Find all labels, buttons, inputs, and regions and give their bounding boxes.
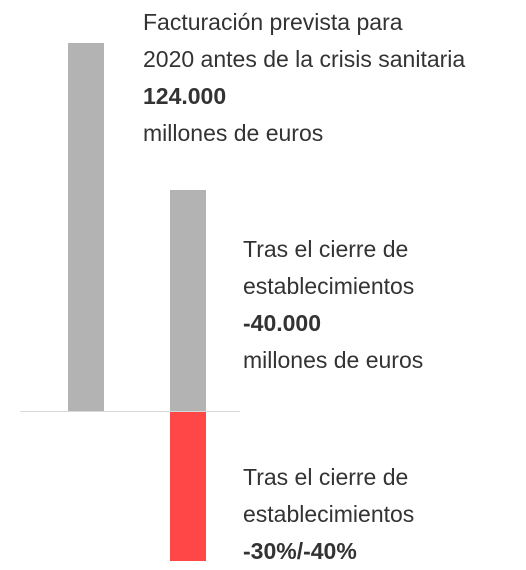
baseline [20, 411, 240, 412]
annotation-line: Tras el cierre de [243, 464, 409, 490]
annotation: Tras el cierre de establecimientos -40.0… [243, 231, 423, 379]
annotation-line: Facturación prevista para [143, 9, 403, 35]
annotation-figure: -30%/-40% [243, 538, 357, 564]
bar-forecast [68, 43, 104, 412]
annotation-unit: millones de euros [243, 347, 424, 373]
bar-after-closure [170, 190, 206, 412]
annotation-line: 2020 antes de la crisis sanitaria [143, 46, 466, 72]
annotation-line: Tras el cierre de [243, 236, 409, 262]
bar-loss [170, 412, 206, 561]
annotation-figure: 124.000 [143, 83, 227, 109]
annotation-unit: millones de euros [143, 120, 324, 146]
annotation: Facturación prevista para 2020 antes de … [143, 4, 465, 152]
annotation-figure: -40.000 [243, 310, 322, 336]
annotation-line: establecimientos [243, 273, 415, 299]
annotation-line: establecimientos [243, 501, 415, 527]
annotation: Tras el cierre de establecimientos -30%/… [243, 459, 414, 570]
